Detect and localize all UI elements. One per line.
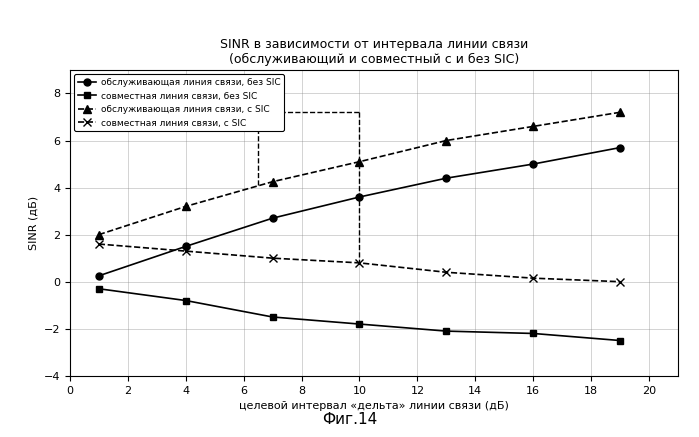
обслуживающая линия связи, без SIC <box>268 215 277 221</box>
обслуживающая линия связи, с SIC <box>442 138 451 143</box>
обслуживающая линия связи, без SIC <box>616 145 624 150</box>
совместная линия связи, без SIC <box>355 322 363 327</box>
совместная линия связи, с SIC <box>268 256 277 261</box>
обслуживающая линия связи, с SIC <box>529 124 538 129</box>
Line: обслуживающая линия связи, с SIC: обслуживающая линия связи, с SIC <box>94 108 624 239</box>
совместная линия связи, без SIC <box>529 331 538 336</box>
обслуживающая линия связи, с SIC <box>616 110 624 115</box>
совместная линия связи, с SIC <box>355 260 363 266</box>
обслуживающая линия связи, с SIC <box>182 204 190 209</box>
совместная линия связи, с SIC <box>529 276 538 281</box>
X-axis label: целевой интервал «дельта» линии связи (дБ): целевой интервал «дельта» линии связи (д… <box>239 401 509 411</box>
Text: Фиг.14: Фиг.14 <box>322 412 377 427</box>
совместная линия связи, без SIC <box>616 338 624 343</box>
совместная линия связи, без SIC <box>442 329 451 334</box>
обслуживающая линия связи, без SIC <box>94 273 103 278</box>
совместная линия связи, без SIC <box>94 286 103 291</box>
Y-axis label: SINR (дБ): SINR (дБ) <box>28 196 38 250</box>
Line: обслуживающая линия связи, без SIC: обслуживающая линия связи, без SIC <box>95 144 624 279</box>
Line: совместная линия связи, с SIC: совместная линия связи, с SIC <box>94 240 624 286</box>
совместная линия связи, с SIC <box>94 241 103 246</box>
обслуживающая линия связи, без SIC <box>529 161 538 166</box>
Legend: обслуживающая линия связи, без SIC, совместная линия связи, без SIC, обслуживающ: обслуживающая линия связи, без SIC, совм… <box>74 74 284 131</box>
совместная линия связи, с SIC <box>616 279 624 284</box>
обслуживающая линия связи, с SIC <box>268 179 277 184</box>
Title: SINR в зависимости от интервала линии связи
(обслуживающий и совместный с и без : SINR в зависимости от интервала линии св… <box>220 38 528 66</box>
совместная линия связи, с SIC <box>182 249 190 254</box>
совместная линия связи, без SIC <box>268 314 277 319</box>
обслуживающая линия связи, с SIC <box>355 159 363 164</box>
обслуживающая линия связи, без SIC <box>182 244 190 249</box>
совместная линия связи, без SIC <box>182 298 190 303</box>
совместная линия связи, с SIC <box>442 270 451 275</box>
обслуживающая линия связи, с SIC <box>94 232 103 237</box>
обслуживающая линия связи, без SIC <box>355 194 363 200</box>
Line: совместная линия связи, без SIC: совместная линия связи, без SIC <box>95 285 624 344</box>
обслуживающая линия связи, без SIC <box>442 176 451 181</box>
